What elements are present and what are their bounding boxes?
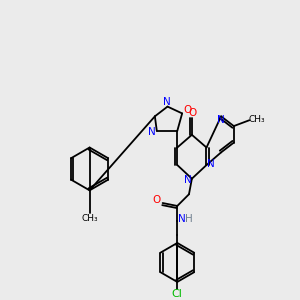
Text: CH₃: CH₃ [81, 214, 98, 223]
Text: O: O [153, 195, 161, 205]
Text: O: O [183, 106, 191, 116]
Text: O: O [189, 108, 197, 118]
Text: N: N [206, 159, 214, 169]
Text: H: H [185, 214, 193, 224]
Text: N: N [184, 175, 192, 184]
Text: N: N [163, 97, 170, 107]
Text: N: N [217, 115, 225, 125]
Text: N: N [178, 214, 186, 224]
Text: Cl: Cl [172, 289, 183, 298]
Text: N: N [148, 127, 156, 137]
Text: CH₃: CH₃ [249, 115, 266, 124]
